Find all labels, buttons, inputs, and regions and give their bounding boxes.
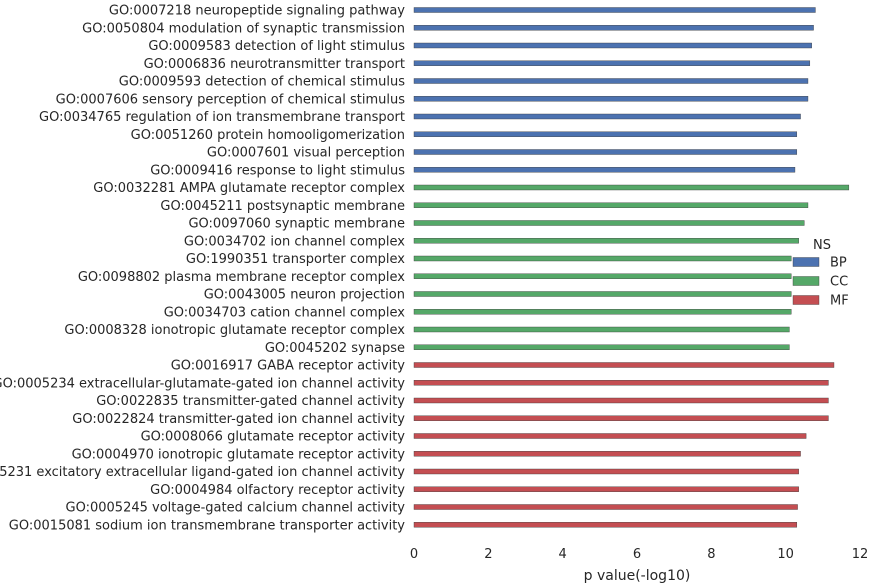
x-tick-label-8: 8 — [707, 547, 715, 562]
bar-26 — [413, 451, 801, 457]
x-tick-label-12: 12 — [852, 547, 869, 562]
bar-22 — [413, 380, 829, 386]
legend: NS BP CC MF — [792, 238, 849, 309]
bar-6 — [413, 96, 809, 102]
category-label-10: GO:0009416 response to light stimulus — [150, 163, 405, 178]
bar-7 — [413, 113, 801, 120]
bar-19 — [413, 326, 790, 333]
bar-14 — [413, 238, 799, 244]
legend-label-bp: BP — [830, 256, 847, 271]
legend-swatch-cc — [792, 276, 820, 286]
legend-label-mf: MF — [830, 294, 849, 309]
legend-swatch-bp — [792, 257, 820, 267]
x-tick-label-0: 0 — [410, 547, 418, 562]
category-label-22: GO:0005234 extracellular-glutamate-gated… — [0, 376, 405, 391]
category-label-16: GO:0098802 plasma membrane receptor comp… — [78, 270, 405, 285]
category-label-25: GO:0008066 glutamate receptor activity — [141, 430, 406, 445]
category-label-27: GO:0005231 excitatory extracellular liga… — [0, 465, 405, 480]
bar-3 — [413, 42, 812, 49]
bar-29 — [413, 504, 798, 510]
category-label-11: GO:0032281 AMPA glutamate receptor compl… — [93, 181, 405, 196]
category-label-29: GO:0005245 voltage-gated calcium channel… — [66, 501, 406, 516]
category-label-1: GO:0007218 neuropeptide signaling pathwa… — [109, 4, 405, 19]
bar-9 — [413, 149, 798, 155]
bar-27 — [413, 468, 799, 475]
bar-8 — [413, 131, 798, 137]
bar-30 — [413, 522, 798, 528]
category-label-7: GO:0034765 regulation of ion transmembra… — [39, 110, 405, 125]
x-tick-label-4: 4 — [559, 547, 567, 562]
bar-12 — [413, 202, 809, 208]
bar-11 — [413, 184, 850, 191]
bar-2 — [413, 25, 814, 31]
bar-15 — [413, 255, 792, 262]
legend-swatch-mf — [792, 295, 820, 305]
category-label-8: GO:0051260 protein homooligomerization — [131, 128, 405, 143]
x-tick-label-10: 10 — [777, 547, 794, 562]
category-label-17: GO:0043005 neuron projection — [204, 288, 405, 303]
x-axis-label: p value(-log10) — [584, 568, 691, 584]
category-label-21: GO:0016917 GABA receptor activity — [171, 359, 406, 374]
category-label-6: GO:0007606 sensory perception of chemica… — [56, 92, 406, 107]
bar-13 — [413, 220, 805, 226]
bar-18 — [413, 309, 792, 315]
category-label-5: GO:0009593 detection of chemical stimulu… — [119, 75, 405, 90]
category-label-18: GO:0034703 cation channel complex — [164, 305, 406, 320]
category-label-23: GO:0022835 transmitter-gated channel act… — [96, 394, 405, 409]
x-tick-label-2: 2 — [484, 547, 492, 562]
bar-20 — [413, 344, 790, 350]
bar-25 — [413, 433, 807, 439]
category-label-9: GO:0007601 visual perception — [207, 146, 405, 161]
bar-5 — [413, 78, 809, 84]
bar-10 — [413, 167, 796, 173]
category-label-30: GO:0015081 sodium ion transmembrane tran… — [9, 518, 405, 533]
category-label-15: GO:1990351 transporter complex — [186, 252, 405, 267]
category-label-28: GO:0004984 olfactory receptor activity — [150, 483, 405, 498]
bar-23 — [413, 397, 829, 404]
category-label-24: GO:0022824 transmitter-gated ion channel… — [72, 412, 405, 427]
category-label-14: GO:0034702 ion channel complex — [184, 234, 405, 249]
category-label-3: GO:0009583 detection of light stimulus — [148, 39, 405, 54]
category-label-4: GO:0006836 neurotransmitter transport — [144, 57, 405, 72]
category-label-13: GO:0097060 synaptic membrane — [188, 217, 405, 232]
category-label-26: GO:0004970 ionotropic glutamate receptor… — [72, 447, 406, 462]
category-label-2: GO:0050804 modulation of synaptic transm… — [82, 21, 405, 36]
bar-28 — [413, 486, 799, 492]
category-label-19: GO:0008328 ionotropic glutamate receptor… — [64, 323, 405, 338]
bar-16 — [413, 273, 792, 279]
category-label-20: GO:0045202 synapse — [265, 341, 405, 356]
legend-title: NS — [813, 238, 831, 253]
bar-24 — [413, 415, 829, 421]
bar-4 — [413, 60, 811, 66]
x-tick-label-6: 6 — [633, 547, 641, 562]
bar-1 — [413, 7, 816, 13]
bar-17 — [413, 291, 792, 297]
legend-label-cc: CC — [830, 275, 848, 290]
bar-21 — [413, 362, 835, 368]
category-label-12: GO:0045211 postsynaptic membrane — [160, 199, 405, 214]
